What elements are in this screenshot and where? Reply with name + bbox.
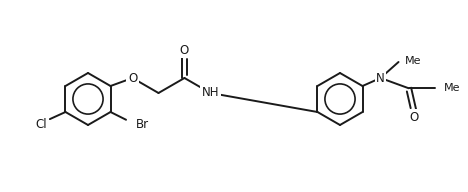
Text: Br: Br <box>136 118 149 132</box>
Text: O: O <box>128 71 137 84</box>
Text: Cl: Cl <box>36 118 47 132</box>
Text: Me: Me <box>404 56 421 66</box>
Text: Me: Me <box>444 83 460 93</box>
Text: NH: NH <box>202 87 219 99</box>
Text: O: O <box>409 111 418 124</box>
Text: O: O <box>180 44 189 56</box>
Text: N: N <box>376 71 385 84</box>
